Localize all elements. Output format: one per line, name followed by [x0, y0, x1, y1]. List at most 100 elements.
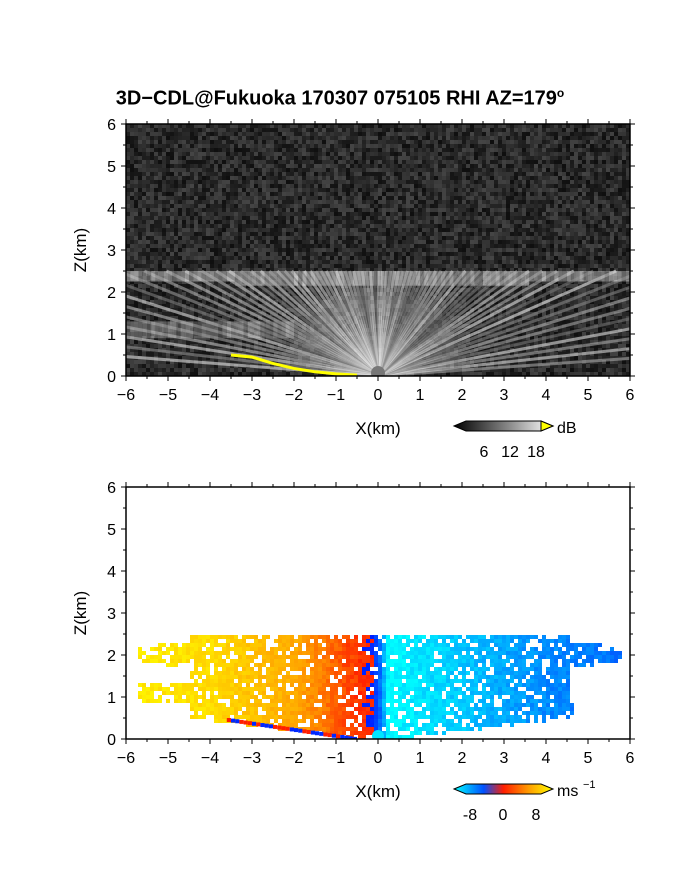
snr-noise-cell [174, 128, 178, 132]
snr-noise-cell [614, 264, 618, 268]
snr-noise-cell [134, 256, 138, 260]
snr-noise-cell [402, 212, 406, 216]
snr-noise-cell [398, 268, 402, 272]
snr-noise-cell [178, 196, 182, 200]
snr-noise-cell [434, 140, 438, 144]
snr-noise-cell [374, 268, 378, 272]
snr-noise-cell [554, 264, 558, 268]
snr-noise-cell [146, 208, 150, 212]
snr-noise-cell [614, 232, 618, 236]
snr-noise-cell [194, 196, 198, 200]
snr-noise-cell [262, 180, 266, 184]
snr-noise-cell [394, 252, 398, 256]
snr-noise-cell [614, 152, 618, 156]
snr-noise-cell [586, 264, 590, 268]
snr-noise-cell [502, 124, 506, 128]
snr-noise-cell [594, 228, 598, 232]
snr-noise-cell [262, 212, 266, 216]
snr-noise-cell [478, 228, 482, 232]
snr-noise-cell [398, 140, 402, 144]
snr-noise-cell [282, 164, 286, 168]
snr-noise-cell [574, 264, 578, 268]
snr-noise-cell [234, 228, 238, 232]
snr-noise-cell [266, 124, 270, 128]
snr-noise-cell [390, 240, 394, 244]
snr-noise-cell [586, 208, 590, 212]
snr-noise-cell [194, 232, 198, 236]
snr-noise-cell [430, 152, 434, 156]
snr-noise-cell [514, 144, 518, 148]
snr-noise-cell [322, 228, 326, 232]
snr-noise-cell [226, 200, 230, 204]
snr-noise-cell [382, 232, 386, 236]
snr-noise-cell [586, 156, 590, 160]
snr-noise-cell [186, 208, 190, 212]
snr-noise-cell [382, 164, 386, 168]
snr-noise-cell [258, 152, 262, 156]
snr-noise-cell [518, 200, 522, 204]
snr-noise-cell [398, 236, 402, 240]
snr-noise-cell [446, 168, 450, 172]
snr-noise-cell [446, 128, 450, 132]
snr-noise-cell [162, 248, 166, 252]
snr-noise-cell [462, 128, 466, 132]
snr-noise-cell [502, 188, 506, 192]
snr-noise-cell [190, 128, 194, 132]
snr-noise-cell [246, 204, 250, 208]
snr-noise-cell [614, 144, 618, 148]
snr-noise-cell [134, 220, 138, 224]
snr-noise-cell [506, 160, 510, 164]
snr-noise-cell [358, 228, 362, 232]
snr-noise-cell [202, 144, 206, 148]
snr-noise-cell [502, 168, 506, 172]
snr-noise-cell [594, 244, 598, 248]
snr-noise-cell [530, 184, 534, 188]
snr-noise-cell [490, 156, 494, 160]
snr-noise-cell [402, 204, 406, 208]
snr-noise-cell [558, 268, 562, 272]
snr-noise-cell [174, 204, 178, 208]
snr-noise-cell [270, 248, 274, 252]
snr-noise-cell [158, 240, 162, 244]
snr-noise-cell [182, 228, 186, 232]
snr-noise-cell [230, 164, 234, 168]
snr-noise-cell [598, 172, 602, 176]
snr-noise-cell [170, 252, 174, 256]
snr-noise-cell [158, 216, 162, 220]
snr-noise-cell [446, 184, 450, 188]
snr-noise-cell [358, 236, 362, 240]
snr-noise-cell [150, 188, 154, 192]
snr-noise-cell [586, 180, 590, 184]
snr-noise-cell [278, 252, 282, 256]
snr-noise-cell [542, 184, 546, 188]
snr-noise-cell [158, 224, 162, 228]
snr-noise-cell [206, 192, 210, 196]
snr-noise-cell [522, 156, 526, 160]
snr-noise-cell [538, 224, 542, 228]
snr-noise-cell [578, 212, 582, 216]
snr-noise-cell [242, 176, 246, 180]
snr-noise-cell [562, 160, 566, 164]
snr-noise-cell [302, 132, 306, 136]
snr-noise-cell [254, 248, 258, 252]
snr-noise-cell [366, 240, 370, 244]
snr-noise-cell [190, 172, 194, 176]
snr-noise-cell [190, 232, 194, 236]
snr-noise-cell [158, 180, 162, 184]
snr-noise-cell [202, 196, 206, 200]
snr-noise-cell [414, 176, 418, 180]
snr-noise-cell [382, 124, 386, 128]
snr-noise-cell [126, 240, 130, 244]
snr-noise-cell [310, 124, 314, 128]
snr-noise-cell [530, 140, 534, 144]
snr-noise-cell [506, 212, 510, 216]
snr-noise-cell [334, 224, 338, 228]
snr-noise-cell [454, 188, 458, 192]
snr-noise-cell [374, 188, 378, 192]
snr-noise-cell [198, 248, 202, 252]
snr-noise-cell [506, 144, 510, 148]
snr-noise-cell [562, 168, 566, 172]
snr-noise-cell [162, 216, 166, 220]
snr-noise-cell [166, 180, 170, 184]
snr-noise-cell [570, 240, 574, 244]
